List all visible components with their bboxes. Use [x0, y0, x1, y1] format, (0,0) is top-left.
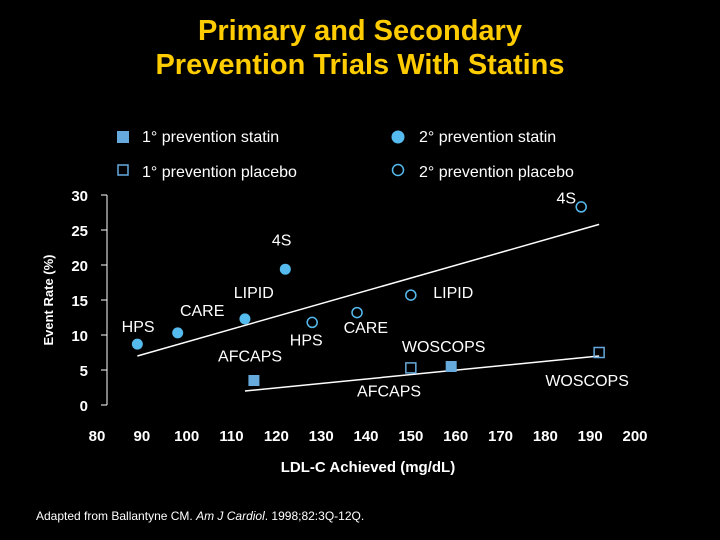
primary-statin-point-afcaps [248, 375, 260, 386]
axes: 0 5 10 15 20 25 30 80 90 100 110 120 130 140 150 160 170… [41, 188, 648, 476]
trend-line-secondary [137, 223, 600, 357]
secondary-statin-point-lipid [239, 313, 251, 325]
trend-line-primary [244, 355, 600, 392]
legend-secondary-placebo-label: 2° prevention placebo [419, 164, 574, 181]
legend-primary-placebo-marker [117, 164, 129, 176]
y-tick-label: 5 [80, 363, 88, 380]
point-annotation: CARE [344, 320, 388, 337]
source-journal: Am J Cardiol [196, 509, 265, 523]
legend-secondary-statin-marker [391, 130, 405, 144]
secondary-statin-point-hps [131, 338, 143, 350]
point-annotation: WOSCOPS [545, 373, 629, 390]
x-tick-label: 100 [174, 428, 199, 445]
title-line-1: Primary and Secondary [198, 15, 522, 47]
x-tick-label: 190 [578, 428, 603, 445]
x-tick-label: 130 [309, 428, 334, 445]
x-tick-label: 150 [398, 428, 423, 445]
x-tick-label: 110 [219, 428, 243, 445]
point-annotation: AFCAPS [218, 349, 282, 366]
source-prefix: Adapted from Ballantyne CM. [36, 509, 197, 523]
point-annotation: HPS [122, 319, 155, 336]
trend-lines [137, 223, 600, 392]
x-tick-label: 120 [264, 428, 289, 445]
x-tick-label: 180 [533, 428, 558, 445]
y-tick-label: 25 [71, 223, 88, 240]
secondary-placebo-point-4s [575, 201, 587, 213]
source-citation: Adapted from Ballantyne CM. Am J Cardiol… [36, 509, 364, 523]
source-suffix: . 1998;82:3Q-12Q. [264, 509, 365, 523]
legend-primary-placebo-label: 1° prevention placebo [142, 164, 297, 181]
point-annotation: LIPID [234, 285, 274, 302]
x-tick-label: 200 [622, 428, 647, 445]
data-points [131, 201, 605, 386]
primary-statin-point-woscops [445, 361, 457, 372]
secondary-statin-point-4s [279, 263, 291, 275]
secondary-placebo-point-lipid [405, 289, 417, 301]
point-annotation: WOSCOPS [402, 339, 486, 356]
legend-secondary-statin-label: 2° prevention statin [419, 129, 556, 146]
chart-title: Primary and Secondary Prevention Trials … [0, 14, 720, 82]
legend-primary-statin-label: 1° prevention statin [142, 129, 279, 146]
title-line-2: Prevention Trials With Statins [155, 49, 565, 81]
point-annotation: LIPID [433, 285, 473, 302]
x-axis-label: LDL-C Achieved (mg/dL) [281, 459, 455, 476]
x-tick-label: 160 [443, 428, 468, 445]
annotations: HPS CARE LIPID AFCAPS 4S HPS CARE LIPID AFCAPS WO… [122, 190, 629, 400]
y-tick-label: 30 [71, 188, 88, 205]
point-annotation: 4S [557, 190, 577, 207]
x-tick-label: 90 [133, 428, 150, 445]
secondary-statin-point-care [172, 327, 184, 339]
point-annotation: HPS [290, 333, 323, 350]
y-tick-label: 0 [80, 398, 88, 415]
primary-placebo-point-afcaps [405, 362, 417, 374]
x-tick-label: 140 [353, 428, 378, 445]
legend: 1° prevention statin 1° prevention place… [117, 129, 574, 181]
point-annotation: AFCAPS [357, 384, 421, 401]
x-tick-label: 80 [89, 428, 106, 445]
legend-primary-statin-marker [117, 131, 129, 143]
point-annotation: CARE [180, 303, 224, 320]
secondary-placebo-point-care [351, 306, 363, 319]
legend-secondary-placebo-marker [391, 163, 405, 177]
primary-placebo-point-woscops [593, 346, 605, 359]
y-tick-label: 15 [71, 293, 88, 310]
point-annotation: 4S [272, 232, 292, 249]
y-axis-label: Event Rate (%) [41, 254, 56, 345]
secondary-placebo-point-hps [306, 316, 318, 329]
x-tick-label: 170 [488, 428, 513, 445]
y-tick-label: 10 [71, 328, 88, 345]
y-tick-label: 20 [71, 258, 88, 275]
